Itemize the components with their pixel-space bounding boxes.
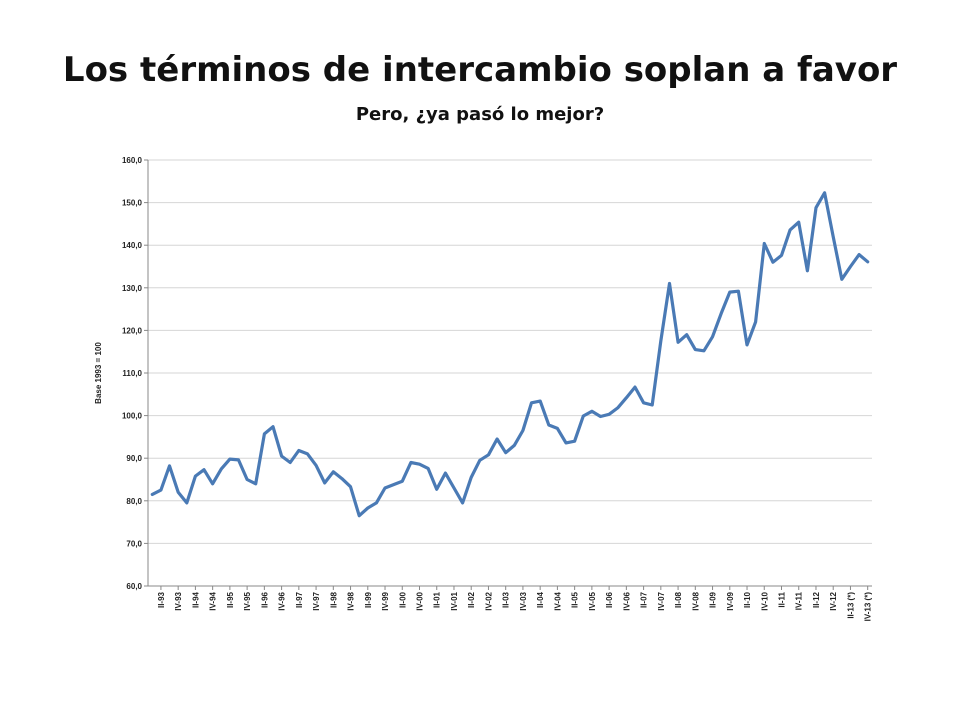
x-tick-label: IV-02 bbox=[484, 591, 493, 610]
x-tick-label: IV-94 bbox=[209, 591, 218, 610]
x-tick-label: IV-09 bbox=[726, 591, 735, 610]
x-tick-label: II-05 bbox=[571, 591, 580, 608]
x-tick-label: II-11 bbox=[778, 591, 787, 607]
x-tick-label: IV-93 bbox=[174, 591, 183, 610]
x-tick-label: IV-97 bbox=[312, 591, 321, 610]
y-axis-label: Base 1993 = 100 bbox=[94, 342, 103, 404]
y-axis-ticks: 60,0 70,0 80,0 90,0 100,0 110,0 120,0 130,0 140,… bbox=[122, 156, 148, 591]
y-tick-label: 70,0 bbox=[126, 539, 142, 548]
x-tick-label: II-97 bbox=[295, 591, 304, 608]
x-tick-label: II-10 bbox=[743, 591, 752, 608]
x-tick-label: II-08 bbox=[674, 591, 683, 608]
x-tick-label: II-06 bbox=[605, 591, 614, 608]
x-tick-label: II-12 bbox=[812, 591, 821, 608]
axes bbox=[147, 160, 872, 587]
series-line bbox=[150, 191, 870, 518]
x-tick-label: II-03 bbox=[502, 591, 511, 608]
y-tick-label: 80,0 bbox=[126, 497, 142, 506]
y-tick-label: 110,0 bbox=[122, 369, 142, 378]
y-tick-label: 160,0 bbox=[122, 156, 143, 165]
x-tick-label: IV-96 bbox=[278, 591, 287, 610]
x-tick-label: II-09 bbox=[709, 591, 718, 608]
x-tick-label: IV-00 bbox=[416, 591, 425, 610]
x-tick-label: IV-12 bbox=[829, 591, 838, 610]
x-tick-label: II-01 bbox=[433, 591, 442, 608]
y-tick-label: 140,0 bbox=[122, 241, 143, 250]
x-tick-label: II-04 bbox=[536, 591, 545, 608]
grid-lines bbox=[148, 159, 872, 544]
x-tick-label: II-98 bbox=[329, 591, 338, 608]
x-tick-label: IV-04 bbox=[553, 591, 562, 610]
y-tick-label: 130,0 bbox=[122, 284, 143, 293]
page-subtitle: Pero, ¿ya pasó lo mejor? bbox=[355, 104, 605, 125]
x-tick-label: II-00 bbox=[398, 591, 407, 608]
x-tick-label: IV-05 bbox=[588, 591, 597, 610]
x-tick-label: II-93 bbox=[157, 591, 166, 608]
x-tick-label: IV-95 bbox=[243, 591, 252, 610]
y-tick-label: 150,0 bbox=[122, 199, 143, 208]
x-tick-label: IV-10 bbox=[760, 591, 769, 610]
x-tick-label: IV-98 bbox=[347, 591, 356, 610]
x-tick-label: IV-03 bbox=[519, 591, 528, 610]
series-group bbox=[150, 191, 870, 518]
page-title: Los términos de intercambio soplan a fav… bbox=[62, 50, 898, 90]
y-tick-label: 100,0 bbox=[122, 412, 143, 421]
x-tick-label: IV-08 bbox=[691, 591, 700, 610]
x-tick-label: IV-01 bbox=[450, 591, 459, 610]
x-tick-label: IV-99 bbox=[381, 591, 390, 610]
y-tick-label: 120,0 bbox=[122, 326, 143, 335]
y-tick-label: 60,0 bbox=[126, 582, 142, 591]
x-tick-label: II-95 bbox=[226, 591, 235, 608]
x-tick-label: II-94 bbox=[191, 591, 200, 608]
y-tick-label: 90,0 bbox=[126, 454, 142, 463]
x-tick-label: II-99 bbox=[364, 591, 373, 608]
x-tick-label: IV-06 bbox=[622, 591, 631, 610]
x-tick-label: IV-07 bbox=[657, 591, 666, 610]
x-tick-label: II-13 (*) bbox=[846, 592, 855, 619]
x-tick-label: II-02 bbox=[467, 591, 476, 608]
x-tick-label: II-96 bbox=[260, 591, 269, 608]
x-tick-label: II-07 bbox=[640, 591, 649, 608]
x-tick-label: IV-11 bbox=[795, 591, 804, 610]
x-axis-ticks: II-93 IV-93 II-94 IV-94 II-95 IV-95 II-96 IV-96… bbox=[157, 586, 873, 621]
x-tick-label: IV-13 (*) bbox=[864, 592, 873, 622]
